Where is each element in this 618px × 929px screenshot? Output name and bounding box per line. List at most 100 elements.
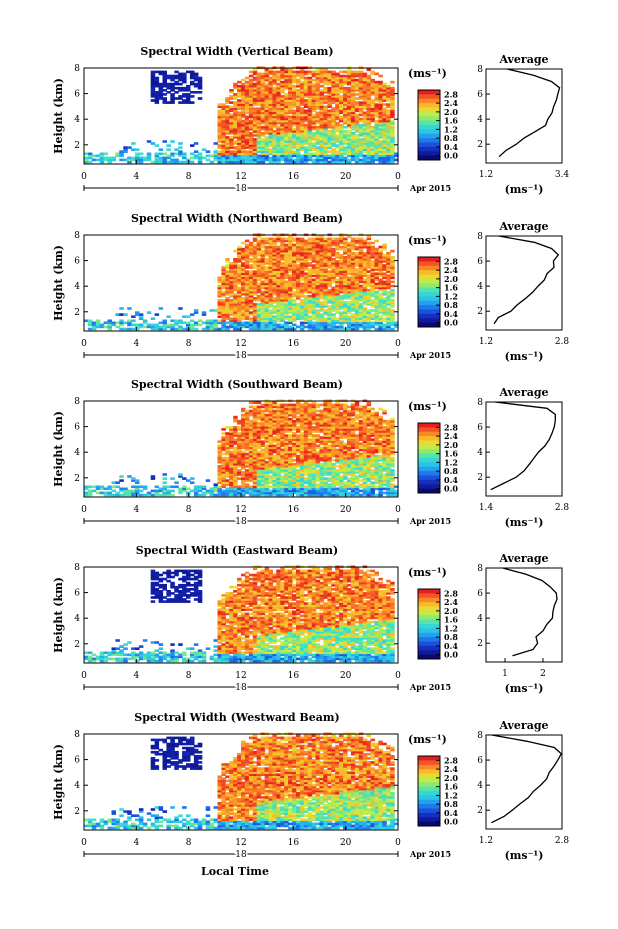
heatmap-cell: [347, 317, 352, 320]
heatmap-cell: [366, 144, 372, 147]
heatmap-cell: [299, 68, 305, 72]
heatmap-cell: [327, 299, 332, 302]
heatmap-cell: [95, 323, 101, 327]
heatmap-cell: [354, 158, 360, 162]
heatmap-cell: [276, 117, 281, 121]
heatmap-cell: [362, 327, 368, 331]
heatmap-cell: [154, 84, 160, 88]
heatmap-cell: [315, 80, 321, 84]
heatmap-cell: [217, 127, 222, 131]
heatmap-cell: [382, 119, 387, 123]
heatmap-cell: [370, 86, 375, 90]
heatmap-cell: [331, 260, 336, 263]
heatmap-cell: [374, 130, 379, 133]
heatmap-cell: [244, 134, 250, 137]
heatmap-cell: [280, 294, 285, 298]
heatmap-cell: [386, 270, 391, 273]
heatmap-cell: [272, 315, 277, 318]
heatmap-cell: [319, 121, 324, 125]
heatmap-cell: [260, 86, 266, 90]
heatmap-cell: [292, 140, 297, 143]
heatmap-cell: [288, 477, 293, 480]
heatmap-cell: [288, 465, 293, 468]
heatmap-cell: [260, 101, 266, 104]
heatmap-cell: [370, 140, 375, 143]
heatmap-cell: [268, 456, 273, 460]
heatmap-cell: [256, 411, 262, 415]
heatmap-cell: [229, 284, 234, 288]
heatmap-cell: [272, 86, 277, 90]
heatmap-cell: [331, 158, 336, 162]
heatmap-cell: [248, 479, 254, 482]
heatmap-cell: [370, 286, 375, 290]
heatmap-cell: [303, 266, 309, 269]
heatmap-cell: [358, 160, 364, 164]
heatmap-cell: [296, 245, 301, 249]
heatmap-cell: [299, 323, 305, 327]
heatmap-cell: [366, 115, 372, 119]
heatmap-cell: [103, 156, 109, 160]
heatmap-cell: [347, 117, 352, 121]
heatmap-cell: [370, 292, 375, 296]
heatmap-cell: [280, 156, 285, 160]
heatmap-cell: [221, 290, 226, 294]
heatmap-cell: [347, 119, 352, 123]
heatmap-cell: [178, 74, 183, 78]
heatmap-cell: [162, 89, 167, 92]
heatmap-cell: [284, 136, 289, 139]
heatmap-cell: [272, 270, 277, 273]
heatmap-cell: [260, 313, 266, 316]
heatmap-cell: [288, 156, 293, 160]
heatmap-cell: [252, 323, 258, 327]
heatmap-cell: [87, 323, 93, 327]
heatmap-cell: [264, 483, 270, 486]
heatmap-cell: [354, 313, 360, 316]
heatmap-cell: [358, 321, 364, 325]
heatmap-cell: [335, 107, 340, 110]
heatmap-cell: [362, 91, 368, 94]
heatmap-cell: [284, 415, 289, 419]
heatmap-cell: [307, 268, 313, 271]
heatmap-cell: [307, 276, 313, 280]
heatmap-cell: [252, 454, 258, 458]
heatmap-cell: [111, 481, 116, 484]
heatmap-cell: [248, 109, 254, 113]
heatmap-cell: [237, 274, 242, 277]
heatmap-cell: [339, 105, 344, 108]
heatmap-cell: [343, 292, 348, 296]
heatmap-cell: [166, 160, 171, 164]
heatmap-cell: [327, 144, 332, 147]
heatmap-cell: [358, 245, 364, 249]
heatmap-cell: [343, 286, 348, 290]
heatmap-cell: [233, 276, 238, 280]
x-tick-label: 0: [395, 172, 401, 182]
heatmap-cell: [366, 297, 372, 300]
heatmap-cell: [284, 74, 289, 78]
heatmap-cell: [335, 262, 340, 265]
heatmap-cell: [221, 493, 226, 497]
heatmap-cell: [307, 105, 313, 108]
heatmap-cell: [268, 325, 273, 329]
heatmap-cell: [260, 411, 266, 415]
heatmap-cell: [354, 299, 360, 302]
heatmap-cell: [315, 319, 321, 323]
heatmap-cell: [331, 258, 336, 261]
heatmap-cell: [296, 317, 301, 320]
heatmap-cell: [374, 144, 379, 147]
heatmap-cell: [343, 95, 348, 98]
heatmap-cell: [299, 325, 305, 329]
heatmap-cell: [303, 76, 309, 80]
heatmap-cell: [280, 68, 285, 72]
heatmap-cell: [296, 78, 301, 82]
heatmap-cell: [197, 493, 203, 497]
heatmap-cell: [135, 327, 140, 331]
heatmap-cell: [378, 315, 383, 318]
heatmap-cell: [225, 144, 230, 147]
heatmap-cell: [248, 95, 254, 98]
heatmap-cell: [315, 70, 321, 74]
heatmap-cell: [241, 107, 246, 110]
heatmap-cell: [252, 93, 258, 96]
heatmap-cell: [362, 323, 368, 327]
heatmap-cell: [225, 440, 230, 443]
heatmap-cell: [311, 105, 317, 108]
